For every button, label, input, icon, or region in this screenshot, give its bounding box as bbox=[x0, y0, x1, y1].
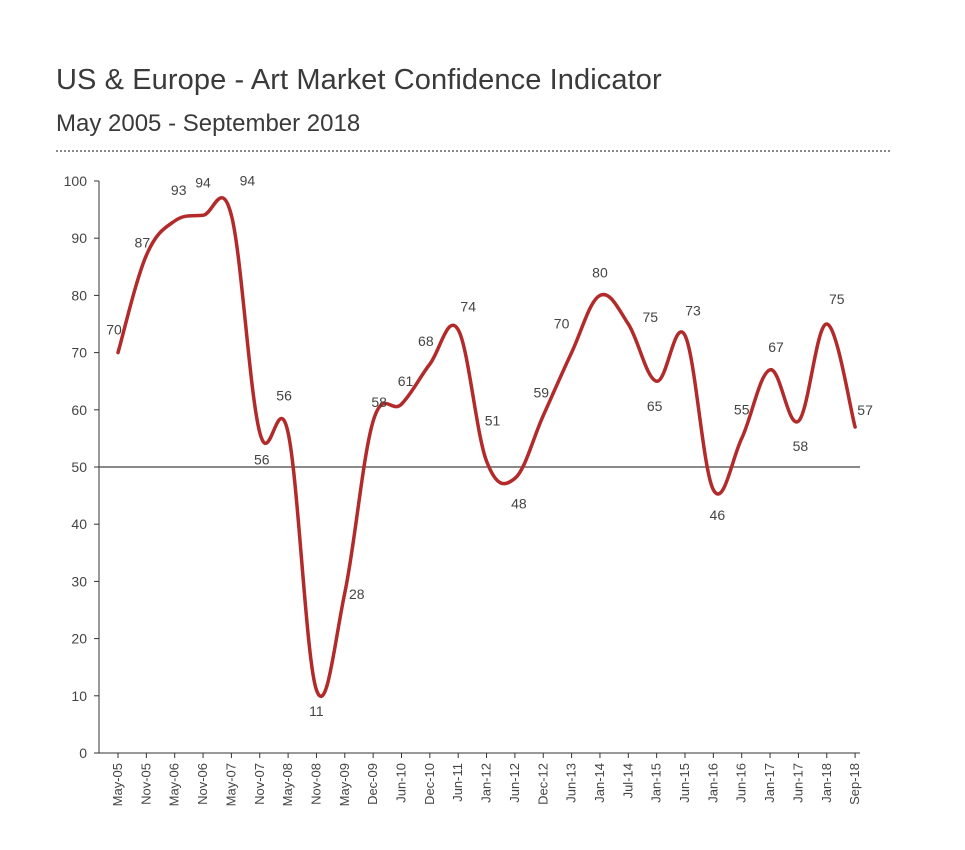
data-point bbox=[655, 379, 659, 383]
title-divider bbox=[56, 150, 890, 152]
data-label: 57 bbox=[857, 402, 873, 418]
y-tick-label: 10 bbox=[71, 688, 87, 704]
data-label: 56 bbox=[276, 388, 292, 404]
x-tick-label: Jun-13 bbox=[564, 763, 579, 803]
x-tick-label: May-07 bbox=[223, 763, 238, 806]
data-label: 74 bbox=[460, 299, 476, 315]
x-tick-label: Jan-12 bbox=[479, 763, 494, 803]
data-point bbox=[768, 368, 772, 372]
x-tick-label: Nov-08 bbox=[308, 763, 323, 805]
x-tick-label: May-06 bbox=[167, 763, 182, 806]
data-label: 94 bbox=[195, 174, 211, 190]
x-tick-label: Sep-18 bbox=[847, 763, 862, 805]
data-point bbox=[314, 688, 318, 692]
data-point bbox=[229, 213, 233, 217]
data-point bbox=[371, 419, 375, 423]
x-tick-label: Jan-18 bbox=[819, 763, 834, 803]
x-tick-label: May-05 bbox=[110, 763, 125, 806]
x-tick-label: Jun-11 bbox=[450, 763, 465, 802]
data-label: 65 bbox=[647, 398, 663, 414]
data-point bbox=[853, 425, 857, 429]
y-tick-label: 100 bbox=[64, 173, 88, 189]
data-label: 46 bbox=[710, 507, 726, 523]
data-point bbox=[513, 476, 517, 480]
x-tick-label: Jun-16 bbox=[734, 763, 749, 803]
x-tick-label: Jun-10 bbox=[394, 763, 409, 803]
x-tick-label: Jun-15 bbox=[677, 763, 692, 803]
data-point bbox=[201, 213, 205, 217]
data-label: 51 bbox=[485, 412, 501, 428]
data-point bbox=[456, 328, 460, 332]
data-label: 70 bbox=[106, 322, 122, 338]
data-point bbox=[400, 402, 404, 406]
data-label: 61 bbox=[398, 373, 414, 389]
data-label: 28 bbox=[349, 586, 365, 602]
x-tick-label: Jan-15 bbox=[649, 763, 664, 803]
chart-title: US & Europe - Art Market Confidence Indi… bbox=[56, 64, 662, 96]
y-tick-label: 50 bbox=[71, 459, 87, 475]
data-label: 94 bbox=[240, 172, 256, 188]
x-tick-label: Nov-06 bbox=[195, 763, 210, 805]
data-point bbox=[796, 419, 800, 423]
data-point bbox=[541, 414, 545, 418]
data-label: 48 bbox=[511, 495, 527, 511]
x-tick-label: May-08 bbox=[280, 763, 295, 806]
data-point bbox=[485, 459, 489, 463]
data-point bbox=[598, 293, 602, 297]
data-point bbox=[683, 333, 687, 337]
y-tick-label: 40 bbox=[71, 516, 87, 532]
chart-subtitle: May 2005 - September 2018 bbox=[56, 110, 361, 137]
data-label: 55 bbox=[734, 401, 750, 417]
data-label: 73 bbox=[685, 302, 701, 318]
x-tick-label: Jan-16 bbox=[705, 763, 720, 803]
series-line bbox=[116, 196, 857, 699]
data-label: 75 bbox=[829, 291, 845, 307]
data-point bbox=[144, 253, 148, 257]
x-tick-label: Nov-05 bbox=[138, 763, 153, 805]
y-tick-label: 90 bbox=[71, 230, 87, 246]
x-tick-label: Dec-12 bbox=[535, 763, 550, 805]
data-point bbox=[711, 488, 715, 492]
data-label: 80 bbox=[592, 264, 608, 280]
y-tick-label: 30 bbox=[71, 573, 87, 589]
data-label: 93 bbox=[171, 182, 187, 198]
y-tick-label: 20 bbox=[71, 631, 87, 647]
x-tick-label: Dec-09 bbox=[365, 763, 380, 805]
data-point bbox=[116, 351, 120, 355]
y-tick-label: 60 bbox=[71, 402, 87, 418]
data-point bbox=[740, 436, 744, 440]
x-tick-label: Jul-14 bbox=[620, 763, 635, 798]
data-label: 56 bbox=[254, 452, 270, 468]
x-tick-label: Jun-12 bbox=[507, 763, 522, 803]
x-tick-label: Jan-14 bbox=[592, 763, 607, 803]
data-label: 11 bbox=[309, 703, 324, 719]
data-point bbox=[173, 219, 177, 223]
data-point bbox=[626, 322, 630, 326]
x-tick-label: Nov-07 bbox=[252, 763, 267, 805]
data-point bbox=[286, 431, 290, 435]
data-point bbox=[343, 591, 347, 595]
y-tick-label: 70 bbox=[71, 345, 87, 361]
x-tick-label: Jan-17 bbox=[762, 763, 777, 803]
y-tick-label: 80 bbox=[71, 287, 87, 303]
data-label: 59 bbox=[533, 385, 549, 401]
data-point bbox=[258, 431, 262, 435]
data-label: 68 bbox=[418, 333, 434, 349]
data-label: 58 bbox=[793, 438, 809, 454]
x-tick-label: Dec-10 bbox=[422, 763, 437, 805]
data-point bbox=[570, 351, 574, 355]
data-point bbox=[428, 362, 432, 366]
data-label: 70 bbox=[554, 316, 570, 332]
data-label: 87 bbox=[135, 234, 151, 250]
y-tick-label: 0 bbox=[79, 745, 87, 761]
data-label: 58 bbox=[371, 394, 387, 410]
data-label: 75 bbox=[643, 309, 659, 325]
data-point bbox=[825, 322, 829, 326]
x-tick-label: Jun-17 bbox=[790, 763, 805, 803]
x-tick-label: May-09 bbox=[337, 763, 352, 806]
data-label: 67 bbox=[768, 339, 784, 355]
